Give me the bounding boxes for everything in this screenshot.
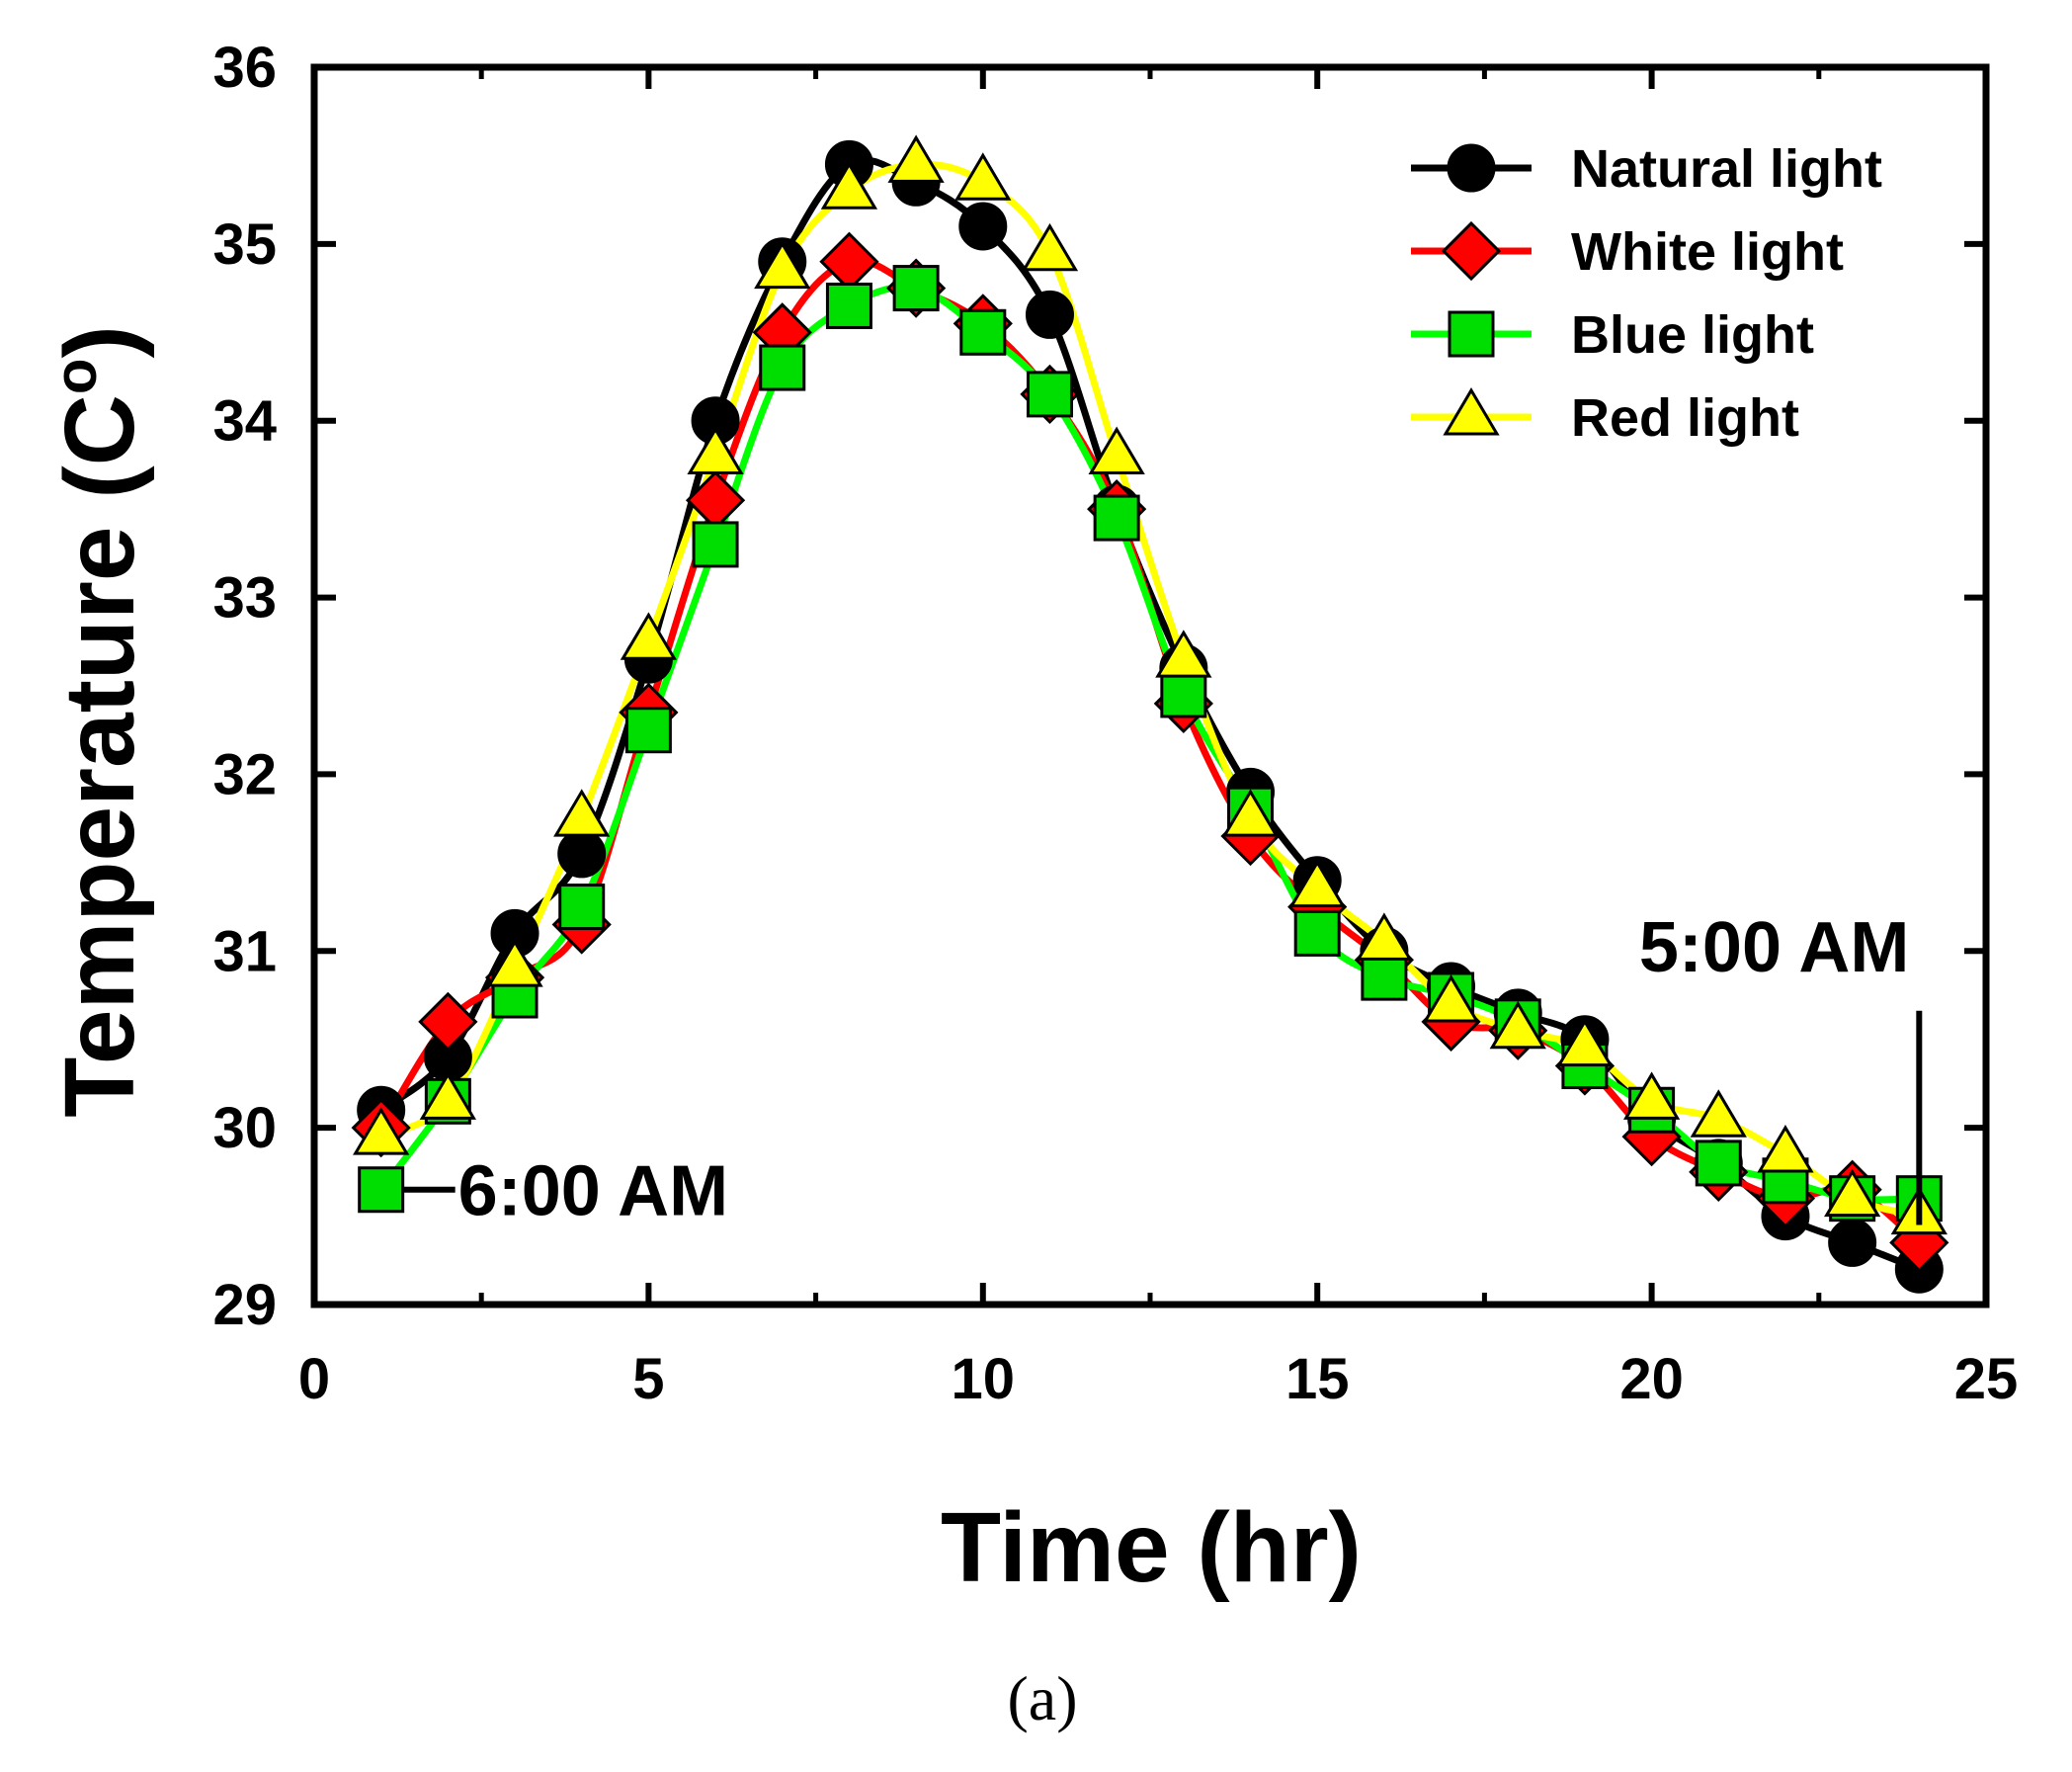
- x-tick-label: 15: [1285, 1347, 1350, 1411]
- legend-marker: [1448, 310, 1495, 358]
- data-point: [1695, 1139, 1742, 1187]
- y-axis-title: Temperature (Co): [42, 325, 155, 1118]
- y-axis-title-superscript: o: [42, 359, 109, 395]
- y-tick-label: 35: [212, 212, 277, 277]
- data-point: [959, 308, 1007, 356]
- data-point: [1293, 909, 1341, 957]
- data-point: [954, 152, 1012, 201]
- data-point: [887, 134, 945, 183]
- data-point: [1021, 222, 1079, 272]
- data-point: [1622, 1071, 1681, 1120]
- data-point: [553, 789, 611, 837]
- data-point: [358, 1166, 405, 1214]
- legend-item: Blue light: [1411, 305, 1814, 365]
- legend-item: Natural light: [1411, 139, 1882, 199]
- x-tick-label: 20: [1619, 1347, 1684, 1411]
- data-point: [418, 991, 478, 1052]
- data-point: [1828, 1218, 1877, 1267]
- y-tick-label: 33: [212, 566, 277, 631]
- data-point: [419, 1071, 476, 1120]
- series-markers: [351, 134, 1949, 1294]
- x-tick-label: 10: [952, 1347, 1016, 1411]
- annotation-6am: 6:00 AM: [458, 1152, 728, 1231]
- data-point: [1088, 426, 1145, 474]
- data-point: [1690, 1089, 1747, 1138]
- y-tick-label: 31: [212, 919, 277, 983]
- data-point: [825, 282, 872, 329]
- annotations: 6:00 AM 5:00 AM: [402, 908, 1923, 1231]
- data-point: [759, 344, 806, 391]
- y-tick-label: 32: [212, 742, 277, 806]
- data-point: [1155, 630, 1212, 678]
- legend-label: Red light: [1571, 388, 1799, 448]
- data-point: [1288, 859, 1346, 908]
- series-line-red-light: [379, 160, 1921, 1220]
- legend-marker: [1443, 387, 1500, 436]
- x-tick-label: 5: [632, 1347, 664, 1411]
- y-tick-label: 36: [212, 36, 277, 100]
- axis-tick-labels: 0 5 10 15 20 25 29 30 31 32 33 34 35 36: [212, 36, 2018, 1411]
- x-tick-label: 25: [1954, 1347, 2019, 1411]
- legend-item: White light: [1411, 220, 1844, 282]
- data-point: [620, 612, 678, 660]
- legend: Natural light White light Blue light Red li…: [1411, 139, 1882, 448]
- axis-ticks: [311, 64, 1989, 1308]
- figure-caption: (a): [1007, 1663, 1077, 1733]
- data-point: [558, 884, 606, 931]
- data-point: [624, 707, 672, 754]
- annotation-5am: 5:00 AM: [1639, 908, 1909, 987]
- data-point: [1026, 371, 1073, 418]
- x-axis-title: Time (hr): [941, 1492, 1362, 1603]
- y-tick-label: 30: [212, 1096, 277, 1160]
- markers-red-light: [353, 134, 1948, 1235]
- legend-label: Natural light: [1571, 139, 1882, 199]
- data-point: [958, 202, 1008, 251]
- legend-item: Red light: [1411, 387, 1799, 448]
- y-tick-label: 34: [212, 389, 277, 454]
- data-point: [892, 265, 940, 312]
- data-point: [754, 240, 811, 290]
- x-tick-label: 0: [298, 1347, 330, 1411]
- data-point: [557, 829, 607, 879]
- data-point: [820, 161, 878, 210]
- data-point: [1356, 912, 1413, 961]
- data-point: [1361, 954, 1408, 1001]
- data-point: [486, 939, 543, 987]
- y-axis-title-main: Temperature (C: [44, 394, 155, 1118]
- y-tick-label: 29: [212, 1273, 277, 1337]
- data-point: [1221, 789, 1280, 837]
- legend-marker: [1447, 143, 1496, 193]
- data-point: [687, 426, 744, 474]
- data-point: [819, 231, 879, 292]
- data-point: [1556, 1018, 1614, 1067]
- data-point: [1160, 671, 1207, 718]
- data-point: [1489, 1000, 1546, 1050]
- legend-label: White light: [1571, 222, 1844, 282]
- data-point: [1757, 1125, 1814, 1173]
- data-point: [692, 521, 739, 568]
- data-point: [1093, 494, 1140, 542]
- legend-label: Blue light: [1571, 305, 1814, 365]
- legend-marker: [1441, 220, 1502, 282]
- data-point: [353, 1107, 410, 1155]
- data-point: [1025, 290, 1074, 339]
- data-point: [1824, 1168, 1881, 1218]
- y-axis-title-close: ): [44, 325, 155, 358]
- data-point: [1422, 973, 1480, 1023]
